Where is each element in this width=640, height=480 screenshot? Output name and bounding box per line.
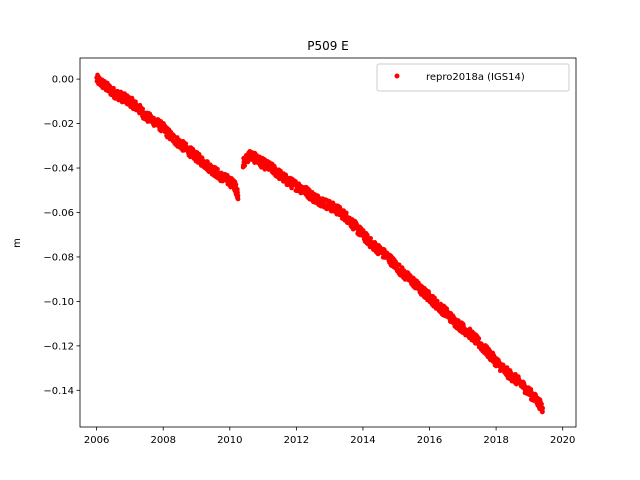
chart-title: P509 E: [307, 39, 349, 53]
x-tick-label: 2008: [150, 435, 175, 446]
data-point: [344, 210, 349, 216]
data-point: [396, 262, 402, 268]
legend-label: repro2018a (IGS14): [426, 72, 525, 83]
data-point: [111, 85, 116, 91]
data-point: [368, 235, 373, 241]
data-point: [365, 232, 370, 238]
data-point: [235, 196, 241, 202]
y-axis: 0.00 −0.02 −0.04 −0.06 −0.08 −0.10 −0.12 −0.14: [43, 75, 80, 397]
data-point: [233, 182, 239, 187]
data-point: [315, 193, 321, 198]
data-point: [140, 106, 146, 112]
x-tick-label: 2018: [483, 435, 508, 446]
legend-box: [376, 63, 570, 92]
y-axis-label: m: [12, 238, 23, 248]
data-point: [434, 298, 440, 304]
y-tick-label: −0.04: [43, 164, 74, 175]
data-point: [215, 166, 220, 172]
data-point: [188, 153, 193, 159]
data-point: [539, 401, 544, 407]
data-point: [540, 405, 546, 411]
legend-marker: [394, 73, 400, 79]
plot-frame: [79, 57, 577, 428]
y-tick-label: −0.08: [43, 252, 74, 263]
y-tick-label: −0.10: [43, 297, 74, 308]
data-points: [94, 72, 546, 415]
y-tick-label: −0.14: [43, 386, 74, 397]
x-axis: 2006 2008 2010 2012 2014 2016 2018 2020: [84, 427, 575, 446]
data-point: [540, 409, 545, 414]
x-tick-label: 2012: [284, 435, 309, 446]
data-point: [476, 336, 482, 341]
y-tick-label: −0.06: [43, 208, 74, 219]
data-point: [444, 306, 450, 312]
y-tick-label: −0.12: [43, 341, 74, 352]
x-tick-label: 2016: [417, 435, 442, 446]
x-tick-label: 2020: [550, 435, 575, 446]
data-point: [242, 163, 248, 168]
legend: repro2018a (IGS14): [376, 63, 570, 92]
x-tick-label: 2006: [84, 435, 109, 446]
x-tick-label: 2010: [217, 435, 242, 446]
y-tick-label: −0.02: [43, 119, 74, 130]
y-tick-label: 0.00: [52, 75, 74, 86]
x-tick-label: 2014: [350, 435, 375, 446]
